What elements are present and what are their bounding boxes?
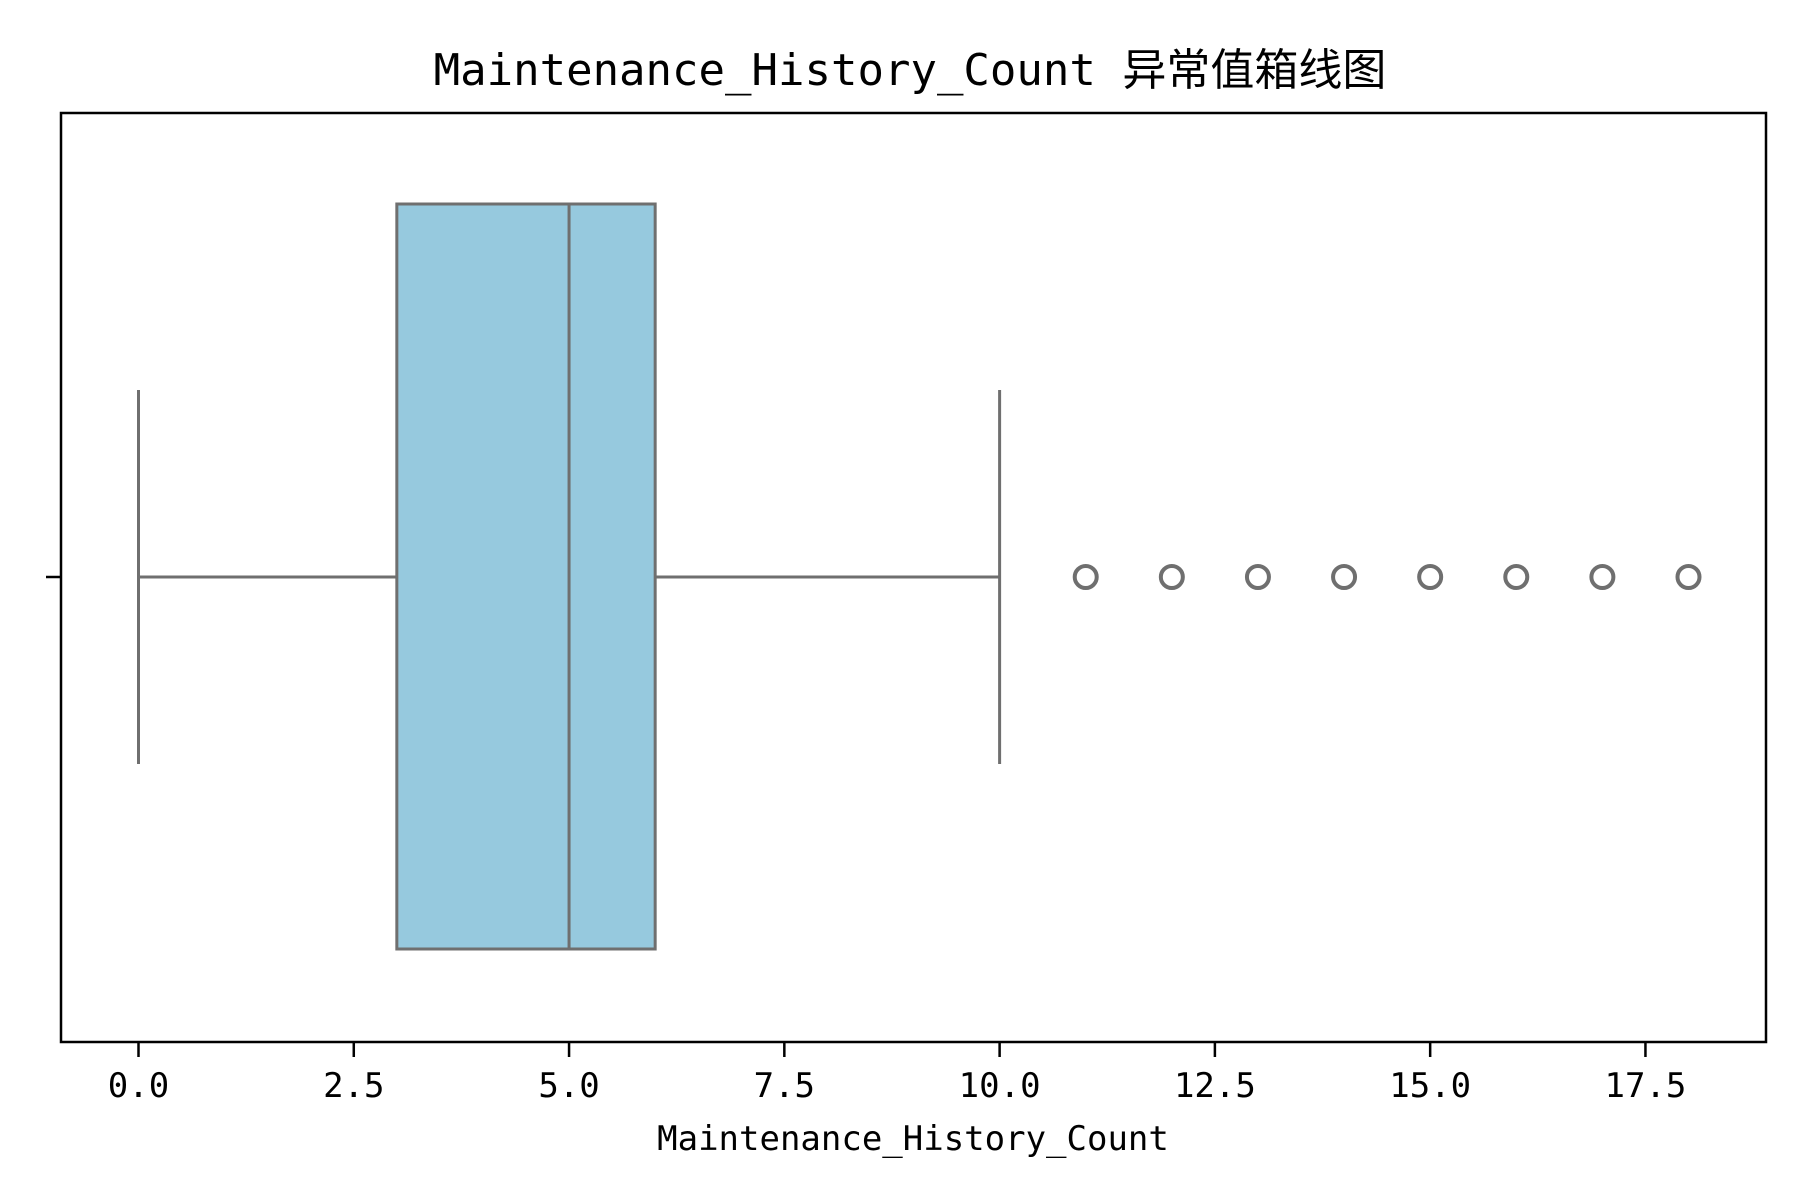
x-tick-label: 12.5 [1174,1066,1256,1106]
x-tick-label: 0.0 [108,1066,169,1106]
outlier-point [1158,564,1185,590]
outlier-point [1072,564,1099,590]
chart-title: Maintenance_History_Count 异常值箱线图 [434,45,1387,96]
outlier-point [1675,564,1702,590]
box-plot-group [137,202,1002,951]
outlier-point [1503,564,1530,590]
outlier-group [1072,564,1702,590]
x-tick-label: 5.0 [538,1066,599,1106]
x-tick-label: 17.5 [1604,1066,1686,1106]
outlier-point [1589,564,1616,590]
outlier-point [1417,564,1444,590]
iqr-box [395,202,657,951]
x-tick-label: 7.5 [754,1066,815,1106]
outlier-point [1244,564,1271,590]
x-tick-label: 10.0 [959,1066,1041,1106]
x-axis-ticks: 0.0 2.5 5.0 7.5 10.0 12.5 15.0 17.5 [108,1042,1686,1106]
x-axis-label: Maintenance_History_Count [657,1119,1169,1159]
x-tick-label: 15.0 [1389,1066,1471,1106]
outlier-point [1331,564,1358,590]
x-tick-label: 2.5 [323,1066,384,1106]
